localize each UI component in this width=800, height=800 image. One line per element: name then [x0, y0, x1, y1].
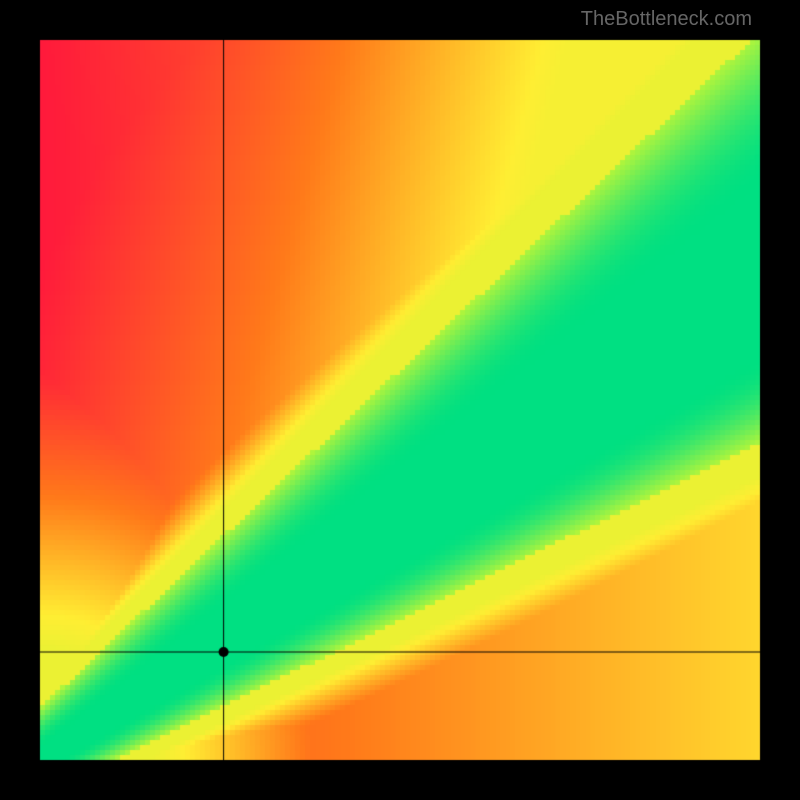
chart-container: TheBottleneck.com — [0, 0, 800, 800]
watermark-text: TheBottleneck.com — [581, 8, 752, 31]
bottleneck-heatmap — [0, 0, 800, 800]
